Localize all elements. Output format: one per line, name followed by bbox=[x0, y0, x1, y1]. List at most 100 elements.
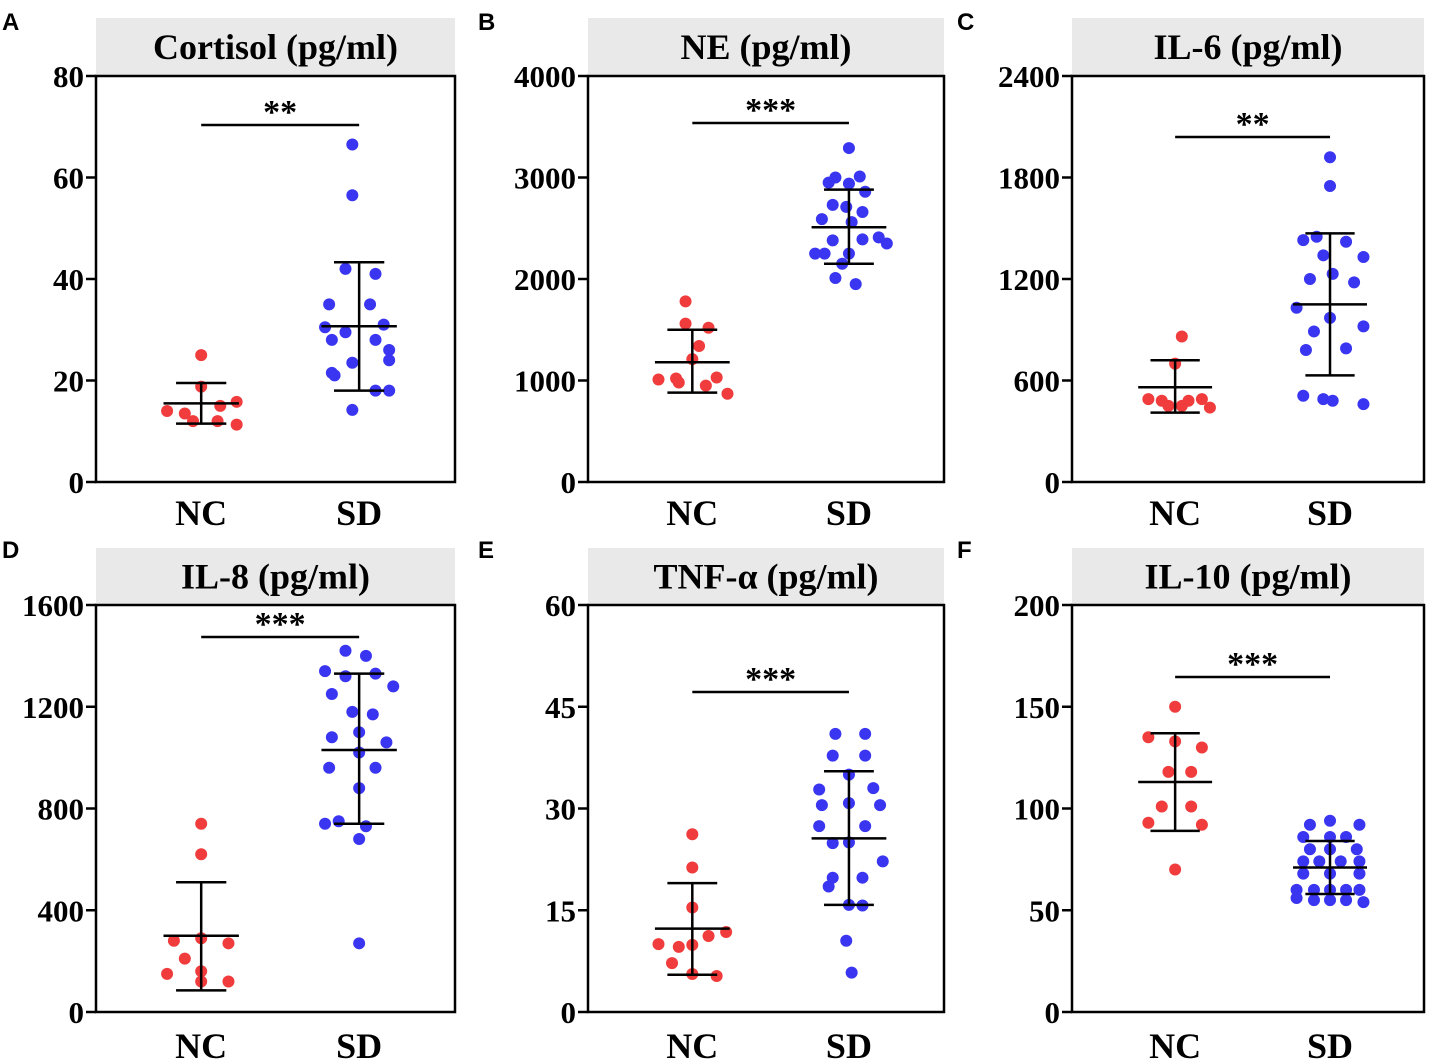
data-point-sd bbox=[1326, 267, 1339, 280]
data-point-sd bbox=[1340, 342, 1353, 355]
data-point-sd bbox=[856, 233, 869, 246]
plot-frame bbox=[94, 74, 457, 484]
data-point-sd bbox=[826, 198, 839, 211]
data-point-nc bbox=[187, 415, 200, 428]
data-point-nc bbox=[699, 379, 712, 392]
x-category-label: NC bbox=[666, 1026, 718, 1062]
y-tick-label: 60 bbox=[545, 588, 576, 623]
data-point-sd bbox=[1324, 179, 1337, 192]
data-point-nc bbox=[652, 938, 665, 951]
data-point-sd bbox=[353, 937, 366, 950]
data-point-sd bbox=[1324, 151, 1337, 164]
data-point-sd bbox=[1317, 393, 1330, 406]
data-point-sd bbox=[1334, 855, 1347, 868]
panel-title: NE (pg/ml) bbox=[681, 27, 852, 67]
x-category-label: NC bbox=[666, 493, 718, 533]
y-tick-label: 40 bbox=[53, 262, 84, 297]
data-point-nc bbox=[195, 817, 208, 830]
data-point-sd bbox=[339, 326, 352, 339]
data-point-nc bbox=[686, 828, 699, 841]
data-point-sd bbox=[1299, 344, 1312, 357]
data-point-sd bbox=[1297, 389, 1310, 402]
y-tick-label: 600 bbox=[1014, 364, 1061, 399]
data-point-sd bbox=[822, 880, 835, 893]
y-tick-label: 60 bbox=[53, 161, 84, 196]
data-point-sd bbox=[826, 749, 839, 762]
plot-frame bbox=[94, 603, 457, 1014]
data-point-nc bbox=[1175, 330, 1188, 343]
data-point-sd bbox=[815, 799, 828, 812]
data-point-sd bbox=[822, 176, 835, 189]
data-point-sd bbox=[369, 333, 382, 346]
data-point-nc bbox=[686, 861, 699, 874]
data-point-nc bbox=[214, 399, 227, 412]
y-tick-label: 3000 bbox=[514, 161, 576, 196]
panel-c: C IL-6 (pg/ml) 0 600 1200 1800 2400 NC SD ** bbox=[957, 9, 1426, 533]
significance-stars: *** bbox=[1227, 646, 1278, 683]
y-tick-label: 150 bbox=[1014, 690, 1061, 725]
data-point-nc bbox=[1162, 399, 1175, 412]
data-point-sd bbox=[383, 354, 396, 367]
y-tick-label: 2000 bbox=[514, 262, 576, 297]
data-point-sd bbox=[1326, 394, 1339, 407]
panel-letter: E bbox=[478, 537, 494, 564]
data-point-sd bbox=[319, 817, 332, 830]
data-point-sd bbox=[874, 799, 887, 812]
panel-letter: D bbox=[2, 537, 19, 564]
data-point-sd bbox=[1340, 235, 1353, 248]
data-point-nc bbox=[710, 371, 723, 384]
data-point-sd bbox=[323, 761, 336, 774]
data-point-sd bbox=[1353, 883, 1366, 896]
data-point-sd bbox=[359, 820, 372, 833]
data-point-sd bbox=[867, 782, 880, 795]
x-category-label: SD bbox=[1307, 493, 1353, 533]
data-point-sd bbox=[1350, 843, 1363, 856]
data-point-nc bbox=[1169, 863, 1182, 876]
significance-stars: ** bbox=[1236, 106, 1270, 143]
panel-a: A Cortisol (pg/ml) 0 20 40 60 80 NC SD ** bbox=[2, 9, 457, 533]
data-point-sd bbox=[842, 142, 855, 155]
panel-title: IL-8 (pg/ml) bbox=[181, 557, 370, 597]
data-point-sd bbox=[849, 278, 862, 291]
x-category-label: NC bbox=[1149, 1026, 1201, 1062]
data-point-sd bbox=[815, 213, 828, 226]
data-point-sd bbox=[1357, 398, 1370, 411]
data-point-sd bbox=[346, 705, 359, 718]
y-tick-label: 1600 bbox=[22, 588, 84, 623]
x-category-label: NC bbox=[175, 1026, 227, 1062]
data-point-sd bbox=[369, 761, 382, 774]
data-point-sd bbox=[1290, 892, 1303, 905]
x-category-label: SD bbox=[1307, 1026, 1353, 1062]
data-point-sd bbox=[856, 871, 869, 884]
data-point-nc bbox=[1195, 393, 1208, 406]
data-point-sd bbox=[859, 749, 872, 762]
data-point-nc bbox=[672, 940, 685, 953]
significance-stars: *** bbox=[745, 661, 796, 698]
panel-d: D IL-8 (pg/ml) 0 400 800 1200 1600 NC SD *** bbox=[2, 537, 457, 1062]
title-bar bbox=[588, 18, 944, 76]
data-point-sd bbox=[809, 247, 822, 260]
panel-e: E TNF-α (pg/ml) 0 15 30 45 60 NC SD *** bbox=[478, 537, 946, 1062]
data-point-nc bbox=[1162, 765, 1175, 778]
data-point-sd bbox=[880, 237, 893, 250]
y-tick-label: 30 bbox=[545, 792, 576, 827]
y-tick-label: 2400 bbox=[998, 59, 1060, 94]
data-point-sd bbox=[840, 200, 853, 213]
data-point-sd bbox=[1303, 818, 1316, 831]
significance-stars: ** bbox=[263, 94, 297, 131]
data-point-sd bbox=[829, 271, 842, 284]
data-point-sd bbox=[845, 966, 858, 979]
y-tick-label: 0 bbox=[69, 995, 85, 1030]
data-point-nc bbox=[1185, 800, 1198, 813]
data-point-nc bbox=[178, 407, 191, 420]
data-point-nc bbox=[230, 418, 243, 431]
data-point-nc bbox=[211, 415, 224, 428]
data-point-sd bbox=[853, 170, 866, 183]
data-point-sd bbox=[1324, 894, 1337, 907]
title-bar bbox=[1072, 18, 1424, 76]
data-point-nc bbox=[652, 373, 665, 386]
x-category-label: SD bbox=[336, 493, 382, 533]
data-point-nc bbox=[222, 937, 235, 950]
data-point-sd bbox=[829, 727, 842, 740]
y-tick-label: 20 bbox=[53, 364, 84, 399]
